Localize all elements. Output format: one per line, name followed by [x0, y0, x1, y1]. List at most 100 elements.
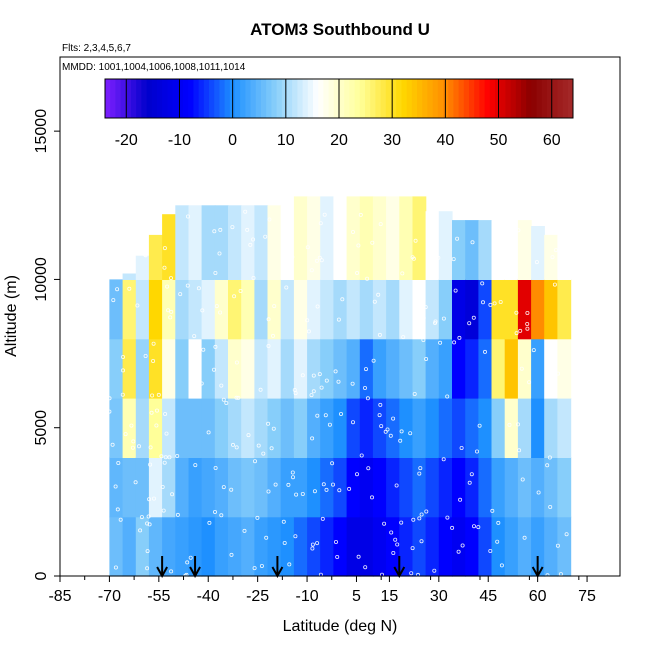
- observation-point: [488, 302, 493, 307]
- colorbar-swatch: [365, 79, 371, 118]
- observation-point: [130, 445, 135, 450]
- observation-point: [421, 315, 426, 320]
- observation-point: [417, 516, 422, 521]
- observation-point: [393, 537, 398, 542]
- flight-arrow: [189, 556, 201, 579]
- observation-point: [340, 297, 345, 302]
- heatmap-cell: [333, 398, 348, 458]
- heatmap-cell: [372, 196, 387, 280]
- heatmap-cell: [386, 516, 400, 577]
- heatmap-cell: [557, 279, 572, 340]
- heatmap-cell: [478, 220, 493, 280]
- observation-point: [168, 315, 173, 320]
- observation-point: [371, 358, 376, 363]
- observation-point: [514, 310, 519, 315]
- heatmap-cell: [241, 279, 255, 340]
- observation-point: [147, 497, 152, 502]
- observation-point: [355, 270, 360, 275]
- observation-point: [522, 535, 527, 540]
- observation-point: [445, 515, 450, 520]
- heatmap-cell: [254, 338, 269, 399]
- heatmap-cell: [280, 457, 295, 518]
- observation-point: [377, 332, 382, 337]
- observation-point: [264, 535, 269, 540]
- x-tick-label: 45: [479, 588, 497, 605]
- heatmap-cell: [452, 279, 466, 340]
- observation-point: [169, 569, 174, 574]
- colorbar-swatch: [432, 79, 439, 118]
- observation-point: [499, 563, 504, 568]
- heatmap-cell: [531, 338, 545, 399]
- observation-point: [525, 310, 530, 315]
- heatmap-cell: [544, 398, 558, 458]
- observation-point: [480, 300, 485, 305]
- observation-point: [312, 489, 317, 494]
- heatmap-cell: [517, 398, 532, 458]
- observation-point: [324, 378, 329, 383]
- heatmap-cell: [162, 338, 176, 399]
- heatmap-cell: [452, 338, 466, 399]
- observation-point: [378, 222, 383, 227]
- heatmap-cell: [491, 516, 506, 577]
- heatmap-cell: [307, 196, 321, 280]
- x-tick-label: 60: [529, 588, 547, 605]
- heatmap-cell: [425, 211, 440, 280]
- observation-point: [455, 236, 460, 241]
- x-tick-label: -25: [246, 588, 269, 605]
- heatmap-cell: [201, 338, 216, 399]
- observation-point: [305, 318, 310, 323]
- observation-point: [199, 381, 204, 386]
- observation-point: [317, 255, 322, 260]
- observation-point: [269, 446, 274, 451]
- colorbar-swatch: [354, 79, 361, 118]
- observation-point: [498, 299, 503, 304]
- observation-point: [333, 369, 338, 374]
- heatmap-cell: [399, 457, 414, 518]
- observation-point: [248, 242, 253, 247]
- observation-point: [356, 554, 361, 559]
- observation-point: [394, 483, 399, 488]
- heatmap-cell: [148, 338, 163, 399]
- observation-point: [547, 455, 552, 460]
- observation-point: [218, 227, 223, 232]
- observation-point: [161, 508, 166, 513]
- observation-point: [290, 254, 295, 259]
- heatmap-cell: [201, 516, 216, 577]
- colorbar-swatch: [557, 79, 564, 118]
- colorbar-swatch: [240, 79, 246, 118]
- observation-point: [185, 560, 190, 565]
- observation-point: [175, 453, 180, 458]
- heatmap-cell: [504, 457, 519, 518]
- observation-point: [283, 228, 288, 233]
- observation-point: [224, 400, 229, 405]
- plot-frame: [59, 56, 621, 577]
- heatmap-cell: [241, 338, 255, 399]
- heatmap-cell: [148, 398, 163, 458]
- observation-point: [471, 524, 476, 529]
- colorbar-swatch: [526, 79, 532, 118]
- observation-point: [229, 487, 234, 492]
- heatmap-cell: [109, 398, 124, 458]
- heatmap-cell: [333, 457, 348, 518]
- heatmap-cell: [452, 398, 466, 458]
- observation-point: [399, 520, 404, 525]
- colorbar-swatch: [484, 79, 491, 118]
- observation-point: [369, 495, 374, 500]
- observation-point: [300, 491, 305, 496]
- heatmap-cell: [412, 196, 427, 280]
- heatmap-cell: [517, 279, 532, 340]
- heatmap-cell: [465, 516, 479, 577]
- observation-point: [550, 255, 555, 260]
- observation-point: [196, 286, 201, 291]
- colorbar-swatch: [188, 79, 194, 118]
- colorbar-tick-label: -10: [168, 132, 191, 149]
- observation-point: [451, 257, 456, 262]
- observation-point: [445, 394, 450, 399]
- observation-point: [144, 236, 149, 241]
- observation-point: [467, 480, 472, 485]
- observation-point: [219, 513, 224, 518]
- observation-point: [169, 309, 174, 314]
- observation-point: [290, 470, 295, 475]
- heatmap-cell: [504, 338, 519, 399]
- observation-point: [391, 416, 396, 421]
